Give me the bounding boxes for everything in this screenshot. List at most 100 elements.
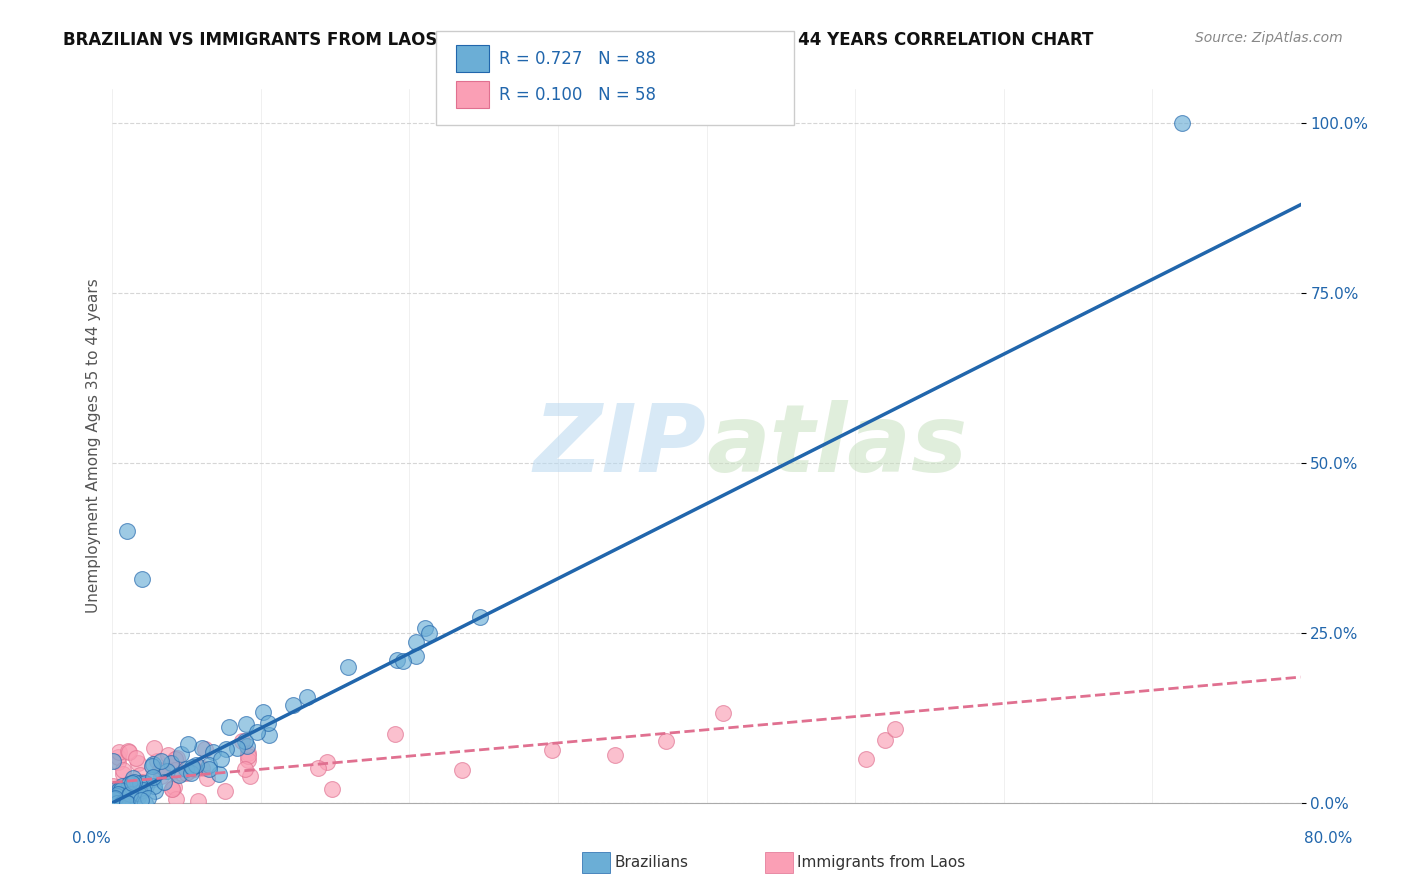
Brazilians [131, 572, 153, 586]
Brazilians [226, 741, 249, 756]
Brazilians [141, 759, 163, 773]
Brazilians [252, 705, 274, 719]
Immigrants from Laos [187, 794, 209, 808]
Immigrants from Laos [183, 762, 205, 776]
Immigrants from Laos [195, 771, 218, 785]
Immigrants from Laos [125, 751, 148, 765]
Immigrants from Laos [128, 768, 150, 782]
Brazilians [235, 717, 257, 731]
Brazilians [235, 739, 257, 754]
Brazilians [336, 660, 359, 674]
Brazilians [170, 747, 193, 761]
Brazilians [104, 796, 127, 810]
Immigrants from Laos [179, 764, 201, 779]
Immigrants from Laos [172, 765, 194, 780]
Immigrants from Laos [107, 750, 129, 764]
Text: 0.0%: 0.0% [72, 831, 111, 846]
Immigrants from Laos [316, 755, 339, 769]
Text: Brazilians: Brazilians [614, 855, 689, 870]
Brazilians [117, 524, 139, 538]
Immigrants from Laos [603, 747, 626, 762]
Brazilians [103, 792, 125, 806]
Brazilians [208, 766, 231, 780]
Brazilians [246, 725, 269, 739]
Brazilians [121, 776, 143, 790]
Brazilians [177, 737, 200, 751]
Immigrants from Laos [233, 763, 256, 777]
Brazilians [127, 786, 149, 800]
Brazilians [156, 764, 179, 778]
Brazilians [118, 788, 141, 802]
Brazilians [118, 787, 141, 801]
Immigrants from Laos [176, 765, 198, 780]
Brazilians [114, 796, 136, 810]
Immigrants from Laos [191, 761, 214, 775]
Brazilians [110, 783, 132, 797]
Text: atlas: atlas [707, 400, 967, 492]
Brazilians [143, 784, 166, 798]
Brazilians [201, 745, 224, 759]
Immigrants from Laos [118, 775, 141, 789]
Immigrants from Laos [165, 791, 187, 805]
Immigrants from Laos [236, 746, 259, 760]
Immigrants from Laos [107, 755, 129, 769]
Brazilians [117, 776, 139, 790]
Immigrants from Laos [149, 763, 172, 777]
Brazilians [117, 796, 139, 810]
Brazilians [110, 779, 132, 793]
Immigrants from Laos [231, 734, 253, 748]
Brazilians [142, 772, 165, 786]
Brazilians [209, 752, 232, 766]
Brazilians [405, 635, 427, 649]
Brazilians [257, 729, 280, 743]
Immigrants from Laos [450, 764, 472, 778]
Immigrants from Laos [107, 783, 129, 797]
Brazilians [392, 654, 415, 668]
Text: Source: ZipAtlas.com: Source: ZipAtlas.com [1195, 31, 1343, 45]
Immigrants from Laos [117, 744, 139, 758]
Brazilians [215, 741, 238, 756]
Brazilians [218, 720, 240, 734]
Brazilians [167, 767, 190, 781]
Brazilians [129, 792, 152, 806]
Brazilians [103, 790, 125, 805]
Immigrants from Laos [125, 776, 148, 790]
Brazilians [468, 610, 491, 624]
Brazilians [111, 788, 134, 802]
Immigrants from Laos [307, 761, 329, 775]
Brazilians [181, 761, 204, 775]
Immigrants from Laos [162, 780, 184, 794]
Immigrants from Laos [166, 751, 188, 765]
Immigrants from Laos [238, 748, 260, 763]
Immigrants from Laos [111, 763, 134, 777]
Brazilians [108, 793, 131, 807]
Immigrants from Laos [127, 756, 149, 770]
Brazilians [143, 779, 166, 793]
Immigrants from Laos [384, 727, 406, 741]
Brazilians [413, 622, 436, 636]
Text: 80.0%: 80.0% [1305, 831, 1353, 846]
Brazilians [233, 733, 256, 747]
Brazilians [197, 762, 219, 776]
Brazilians [134, 776, 156, 790]
Brazilians [103, 754, 125, 768]
Immigrants from Laos [143, 740, 166, 755]
Brazilians [124, 775, 146, 789]
Immigrants from Laos [101, 779, 124, 793]
Brazilians [134, 796, 156, 810]
Immigrants from Laos [194, 742, 217, 756]
Immigrants from Laos [238, 769, 260, 783]
Brazilians [405, 648, 427, 663]
Brazilians [111, 796, 134, 810]
Brazilians [136, 791, 159, 805]
Brazilians [104, 782, 127, 797]
Brazilians [128, 776, 150, 790]
Text: ZIP: ZIP [534, 400, 707, 492]
Brazilians [105, 796, 128, 810]
Immigrants from Laos [111, 767, 134, 781]
Immigrants from Laos [120, 777, 142, 791]
Brazilians [107, 788, 129, 802]
Text: R = 0.100   N = 58: R = 0.100 N = 58 [499, 86, 657, 103]
Brazilians [180, 765, 202, 780]
Immigrants from Laos [711, 706, 734, 720]
